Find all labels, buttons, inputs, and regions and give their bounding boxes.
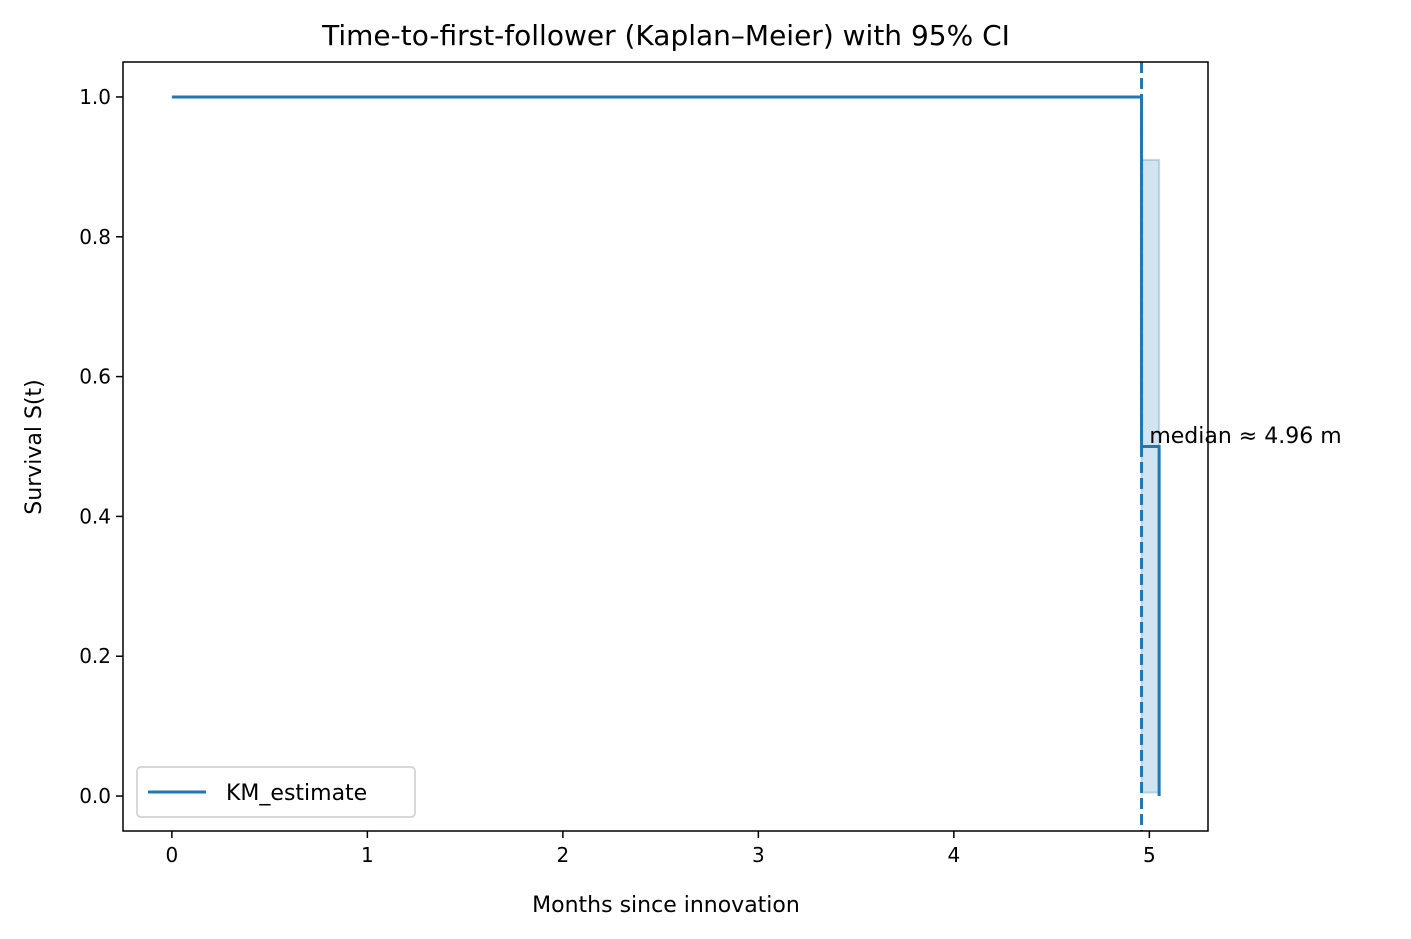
axes-frame xyxy=(122,61,1209,832)
y-tick-label: 0.4 xyxy=(79,504,111,528)
legend-label-km-estimate: KM_estimate xyxy=(226,781,367,806)
x-axis-label: Months since innovation xyxy=(532,893,800,918)
x-tick-label: 4 xyxy=(947,843,960,867)
x-tick-label: 3 xyxy=(752,843,765,867)
chart-title: Time-to-first-follower (Kaplan–Meier) wi… xyxy=(321,19,1010,52)
legend: KM_estimate xyxy=(136,766,416,818)
x-tick-label: 0 xyxy=(166,843,179,867)
legend-box xyxy=(136,766,416,818)
y-tick-label: 1.0 xyxy=(79,85,111,109)
x-tick-label: 1 xyxy=(361,843,374,867)
y-tick-label: 0.2 xyxy=(79,644,111,668)
x-tick-label: 2 xyxy=(556,843,569,867)
series-line-km-estimate xyxy=(171,95,1161,797)
y-tick-label: 0.8 xyxy=(79,225,111,249)
chart-marks: median ≈ 4.96 m xyxy=(171,62,1342,831)
y-tick-label: 0.0 xyxy=(79,784,111,808)
median-annotation: median ≈ 4.96 m xyxy=(1149,424,1341,449)
y-tick-label: 0.6 xyxy=(79,365,111,389)
y-axis-label: Survival S(t) xyxy=(22,379,47,514)
axes: 0 1 2 3 4 5 0.0 0.2 0.4 0.6 0.8 1.0 xyxy=(79,61,1209,867)
x-tick-label: 5 xyxy=(1143,843,1156,867)
confidence-band xyxy=(1140,158,1161,794)
